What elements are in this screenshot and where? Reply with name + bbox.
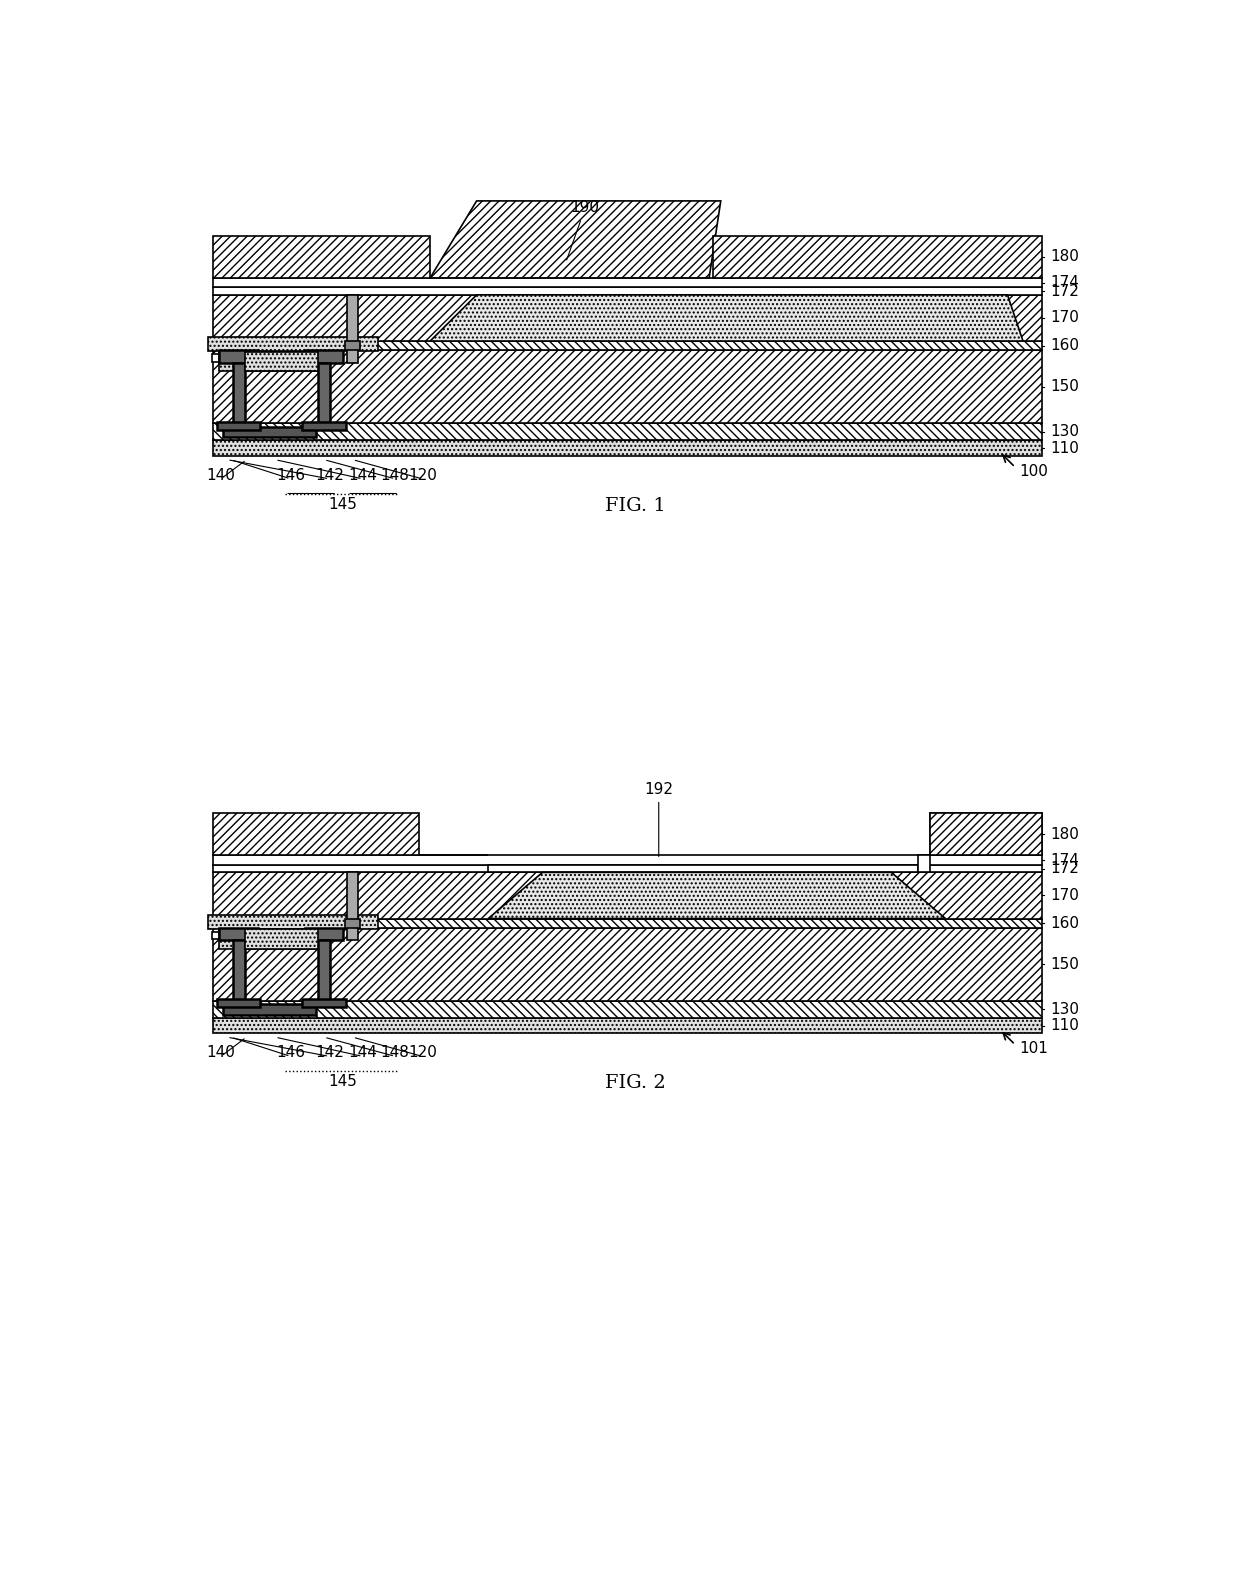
Text: 192: 192	[645, 781, 673, 857]
Text: 145: 145	[329, 497, 357, 511]
Bar	[213, 440, 1043, 456]
Text: 144: 144	[348, 467, 377, 483]
Bar	[213, 287, 1043, 295]
Text: 146: 146	[277, 467, 305, 483]
Polygon shape	[489, 873, 945, 918]
Bar	[303, 999, 346, 1007]
Text: 174: 174	[1050, 852, 1079, 868]
Bar	[207, 915, 378, 928]
Text: 170: 170	[1050, 311, 1079, 325]
Text: 101: 101	[1019, 1041, 1048, 1056]
Bar	[347, 295, 358, 363]
Bar	[246, 352, 317, 371]
Text: 150: 150	[1050, 379, 1079, 394]
Text: 170: 170	[1050, 888, 1079, 903]
Text: 150: 150	[1050, 956, 1079, 972]
Text: 174: 174	[1050, 275, 1079, 290]
Bar	[207, 338, 378, 350]
Bar	[212, 931, 327, 939]
Bar	[213, 865, 1043, 873]
Bar	[345, 918, 361, 928]
Text: FIG. 1: FIG. 1	[605, 497, 666, 514]
Polygon shape	[430, 295, 1023, 341]
Text: 130: 130	[1050, 1002, 1079, 1016]
Bar	[213, 918, 1043, 928]
Text: 160: 160	[1050, 338, 1079, 353]
Text: 110: 110	[1050, 1018, 1079, 1034]
Text: 140: 140	[206, 467, 236, 483]
Bar	[223, 426, 316, 437]
Bar	[345, 341, 361, 350]
Bar	[305, 350, 343, 363]
Text: 172: 172	[1050, 862, 1079, 876]
Text: 140: 140	[206, 1045, 236, 1060]
Bar	[233, 363, 246, 426]
Text: 146: 146	[277, 1045, 305, 1060]
Text: 160: 160	[1050, 915, 1079, 931]
Polygon shape	[930, 813, 1043, 855]
Bar	[212, 353, 327, 361]
Bar	[317, 940, 330, 1004]
Text: 142: 142	[315, 1045, 343, 1060]
Bar	[213, 278, 1043, 287]
Text: 130: 130	[1050, 424, 1079, 439]
Bar	[219, 929, 320, 948]
Text: 145: 145	[329, 1075, 357, 1089]
Bar	[213, 873, 1043, 918]
Bar	[217, 421, 260, 429]
Text: 190: 190	[567, 200, 600, 260]
Bar	[347, 873, 358, 940]
Bar	[219, 350, 258, 363]
Bar	[219, 352, 320, 371]
Text: 120: 120	[408, 467, 436, 483]
Text: 120: 120	[408, 1045, 436, 1060]
Bar	[213, 813, 419, 855]
Bar	[930, 813, 1043, 855]
Text: 142: 142	[315, 467, 343, 483]
Text: 144: 144	[348, 1045, 377, 1060]
Bar	[219, 928, 258, 940]
Bar	[213, 423, 1043, 440]
Bar	[303, 421, 346, 429]
Bar	[217, 999, 260, 1007]
Bar	[213, 928, 1043, 1000]
Bar	[213, 235, 430, 278]
Polygon shape	[430, 200, 720, 278]
Text: 148: 148	[381, 467, 409, 483]
Bar	[305, 928, 343, 940]
Bar	[233, 940, 246, 1004]
Text: 148: 148	[381, 1045, 409, 1060]
Bar	[223, 1004, 316, 1015]
Bar	[317, 363, 330, 426]
Polygon shape	[919, 855, 930, 873]
Text: 180: 180	[1050, 827, 1079, 841]
Text: 172: 172	[1050, 284, 1079, 298]
Bar	[213, 1018, 1043, 1034]
Text: 110: 110	[1050, 440, 1079, 456]
Bar	[213, 855, 1043, 865]
Bar	[213, 1000, 1043, 1018]
Bar	[713, 235, 1043, 278]
Bar	[213, 295, 1043, 341]
Text: 100: 100	[1019, 464, 1048, 478]
Bar	[213, 341, 1043, 350]
Text: 180: 180	[1050, 249, 1079, 264]
Text: FIG. 2: FIG. 2	[605, 1075, 666, 1092]
Bar	[213, 350, 1043, 423]
Polygon shape	[489, 865, 919, 873]
Bar	[246, 929, 317, 948]
